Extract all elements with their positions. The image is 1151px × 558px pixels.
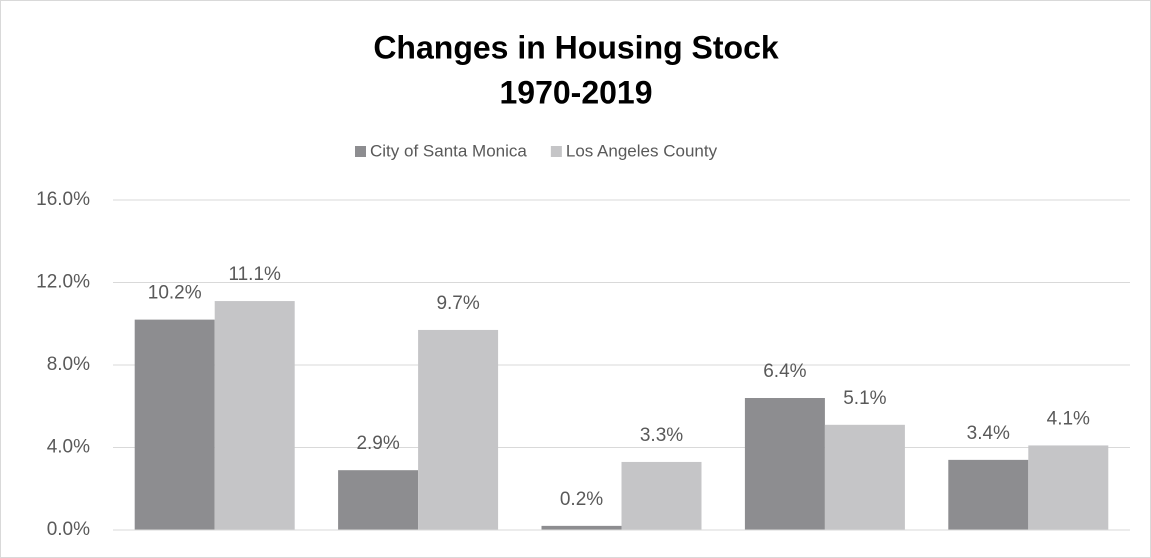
chart-subtitle: 1970-2019 [499,74,652,110]
bar [948,459,1029,530]
bar [541,525,622,530]
y-tick-label: 16.0% [36,189,90,210]
data-label: 11.1% [228,264,281,285]
bar [134,319,215,530]
bar [1028,445,1109,530]
legend-swatch [355,146,366,157]
bar [338,470,419,530]
legend-label: Los Angeles County [566,141,718,160]
legend-swatch [550,146,562,157]
bar [744,398,825,530]
y-tick-label: 8.0% [47,354,90,375]
y-tick-label: 4.0% [47,437,90,458]
data-label: 10.2% [148,283,202,304]
data-label: 6.4% [763,361,806,382]
data-label: 4.1% [1047,408,1090,429]
bar [621,461,702,530]
bar [824,424,905,530]
y-tick-label: 12.0% [36,272,90,293]
bar [214,301,295,530]
y-tick-label: 0.0% [47,519,90,540]
data-label: 9.7% [436,293,479,314]
legend-label: City of Santa Monica [370,141,527,160]
data-label: 2.9% [356,433,399,454]
data-label: 5.1% [843,388,886,409]
data-label: 0.2% [560,489,603,510]
chart-title: Changes in Housing Stock [373,29,779,65]
data-label: 3.4% [967,423,1010,444]
bar [418,329,499,530]
data-label: 3.3% [640,425,683,446]
